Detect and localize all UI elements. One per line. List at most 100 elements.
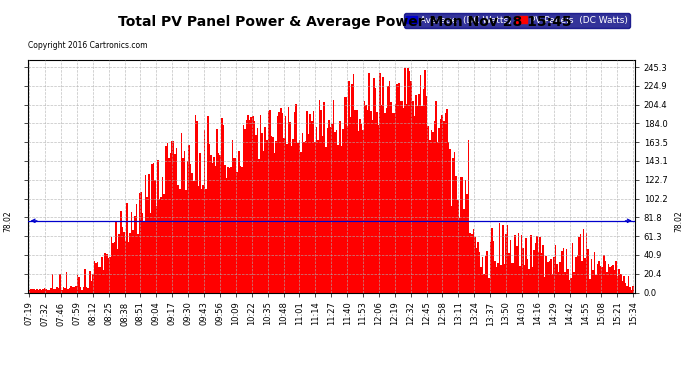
Bar bbox=[633, 285, 634, 292]
Bar bbox=[115, 221, 117, 292]
Bar bbox=[132, 230, 134, 292]
Bar bbox=[611, 266, 612, 292]
Bar bbox=[583, 229, 584, 292]
Bar bbox=[199, 153, 201, 292]
Bar bbox=[500, 265, 502, 292]
Bar bbox=[380, 73, 381, 292]
Bar bbox=[608, 264, 609, 292]
Bar bbox=[213, 157, 215, 292]
Bar bbox=[157, 160, 159, 292]
Bar bbox=[317, 140, 319, 292]
Bar bbox=[477, 242, 479, 292]
Bar bbox=[259, 115, 262, 292]
Bar bbox=[145, 175, 146, 292]
Bar bbox=[162, 177, 164, 292]
Bar bbox=[446, 109, 448, 292]
Bar bbox=[295, 105, 297, 292]
Bar bbox=[562, 248, 564, 292]
Bar bbox=[342, 129, 344, 292]
Bar bbox=[50, 288, 52, 292]
Bar bbox=[258, 159, 259, 292]
Bar bbox=[497, 262, 499, 292]
Bar bbox=[125, 242, 126, 292]
Bar bbox=[571, 278, 572, 292]
Bar bbox=[243, 125, 244, 292]
Bar bbox=[53, 289, 55, 292]
Bar bbox=[313, 111, 314, 292]
Bar bbox=[544, 277, 546, 292]
Bar bbox=[114, 242, 115, 292]
Bar bbox=[244, 129, 246, 292]
Bar bbox=[221, 118, 222, 292]
Bar bbox=[486, 251, 488, 292]
Bar bbox=[288, 107, 289, 292]
Bar bbox=[553, 258, 555, 292]
Bar bbox=[533, 250, 535, 292]
Bar bbox=[496, 267, 497, 292]
Bar bbox=[351, 84, 353, 292]
Bar bbox=[210, 155, 212, 292]
Bar bbox=[306, 111, 308, 292]
Bar bbox=[315, 127, 317, 292]
Bar bbox=[182, 158, 184, 292]
Bar bbox=[581, 261, 583, 292]
Bar bbox=[474, 237, 475, 292]
Bar bbox=[42, 289, 44, 292]
Bar bbox=[337, 145, 339, 292]
Bar bbox=[286, 144, 288, 292]
Bar bbox=[299, 140, 300, 292]
Bar bbox=[388, 81, 391, 292]
Bar bbox=[36, 289, 38, 292]
Bar bbox=[340, 146, 342, 292]
Bar bbox=[344, 96, 345, 292]
Bar bbox=[249, 120, 250, 292]
Bar bbox=[175, 154, 176, 292]
Bar bbox=[272, 137, 274, 292]
Bar bbox=[466, 194, 468, 292]
Bar bbox=[320, 110, 322, 292]
Bar bbox=[435, 101, 437, 292]
Bar bbox=[170, 153, 171, 292]
Bar bbox=[387, 86, 388, 292]
Bar bbox=[325, 147, 326, 292]
Bar bbox=[412, 101, 413, 292]
Bar bbox=[444, 113, 446, 292]
Bar bbox=[368, 73, 370, 292]
Bar bbox=[409, 71, 411, 292]
Bar bbox=[144, 221, 145, 292]
Bar bbox=[542, 245, 544, 292]
Bar bbox=[457, 200, 459, 292]
Bar bbox=[305, 141, 306, 292]
Bar bbox=[600, 266, 602, 292]
Bar bbox=[536, 236, 538, 292]
Bar bbox=[314, 142, 316, 292]
Bar bbox=[485, 256, 486, 292]
Bar bbox=[222, 125, 224, 292]
Bar bbox=[297, 144, 299, 292]
Bar bbox=[94, 261, 95, 292]
Bar bbox=[336, 130, 337, 292]
Bar bbox=[509, 252, 510, 292]
Bar bbox=[66, 272, 67, 292]
Bar bbox=[572, 243, 573, 292]
Bar bbox=[593, 252, 595, 292]
Bar bbox=[77, 275, 78, 292]
Bar bbox=[187, 162, 188, 292]
Bar bbox=[140, 192, 141, 292]
Bar bbox=[415, 95, 417, 292]
Bar bbox=[104, 252, 106, 292]
Bar bbox=[437, 141, 438, 292]
Bar bbox=[376, 112, 378, 292]
Bar bbox=[216, 129, 218, 292]
Bar bbox=[502, 225, 504, 292]
Bar bbox=[361, 124, 362, 292]
Bar bbox=[255, 135, 257, 292]
Bar bbox=[521, 235, 522, 292]
Bar bbox=[451, 206, 453, 292]
Bar bbox=[407, 68, 409, 292]
Bar bbox=[538, 252, 540, 292]
Bar bbox=[106, 254, 108, 292]
Bar bbox=[454, 153, 455, 292]
Bar bbox=[463, 209, 465, 292]
Bar bbox=[168, 158, 170, 292]
